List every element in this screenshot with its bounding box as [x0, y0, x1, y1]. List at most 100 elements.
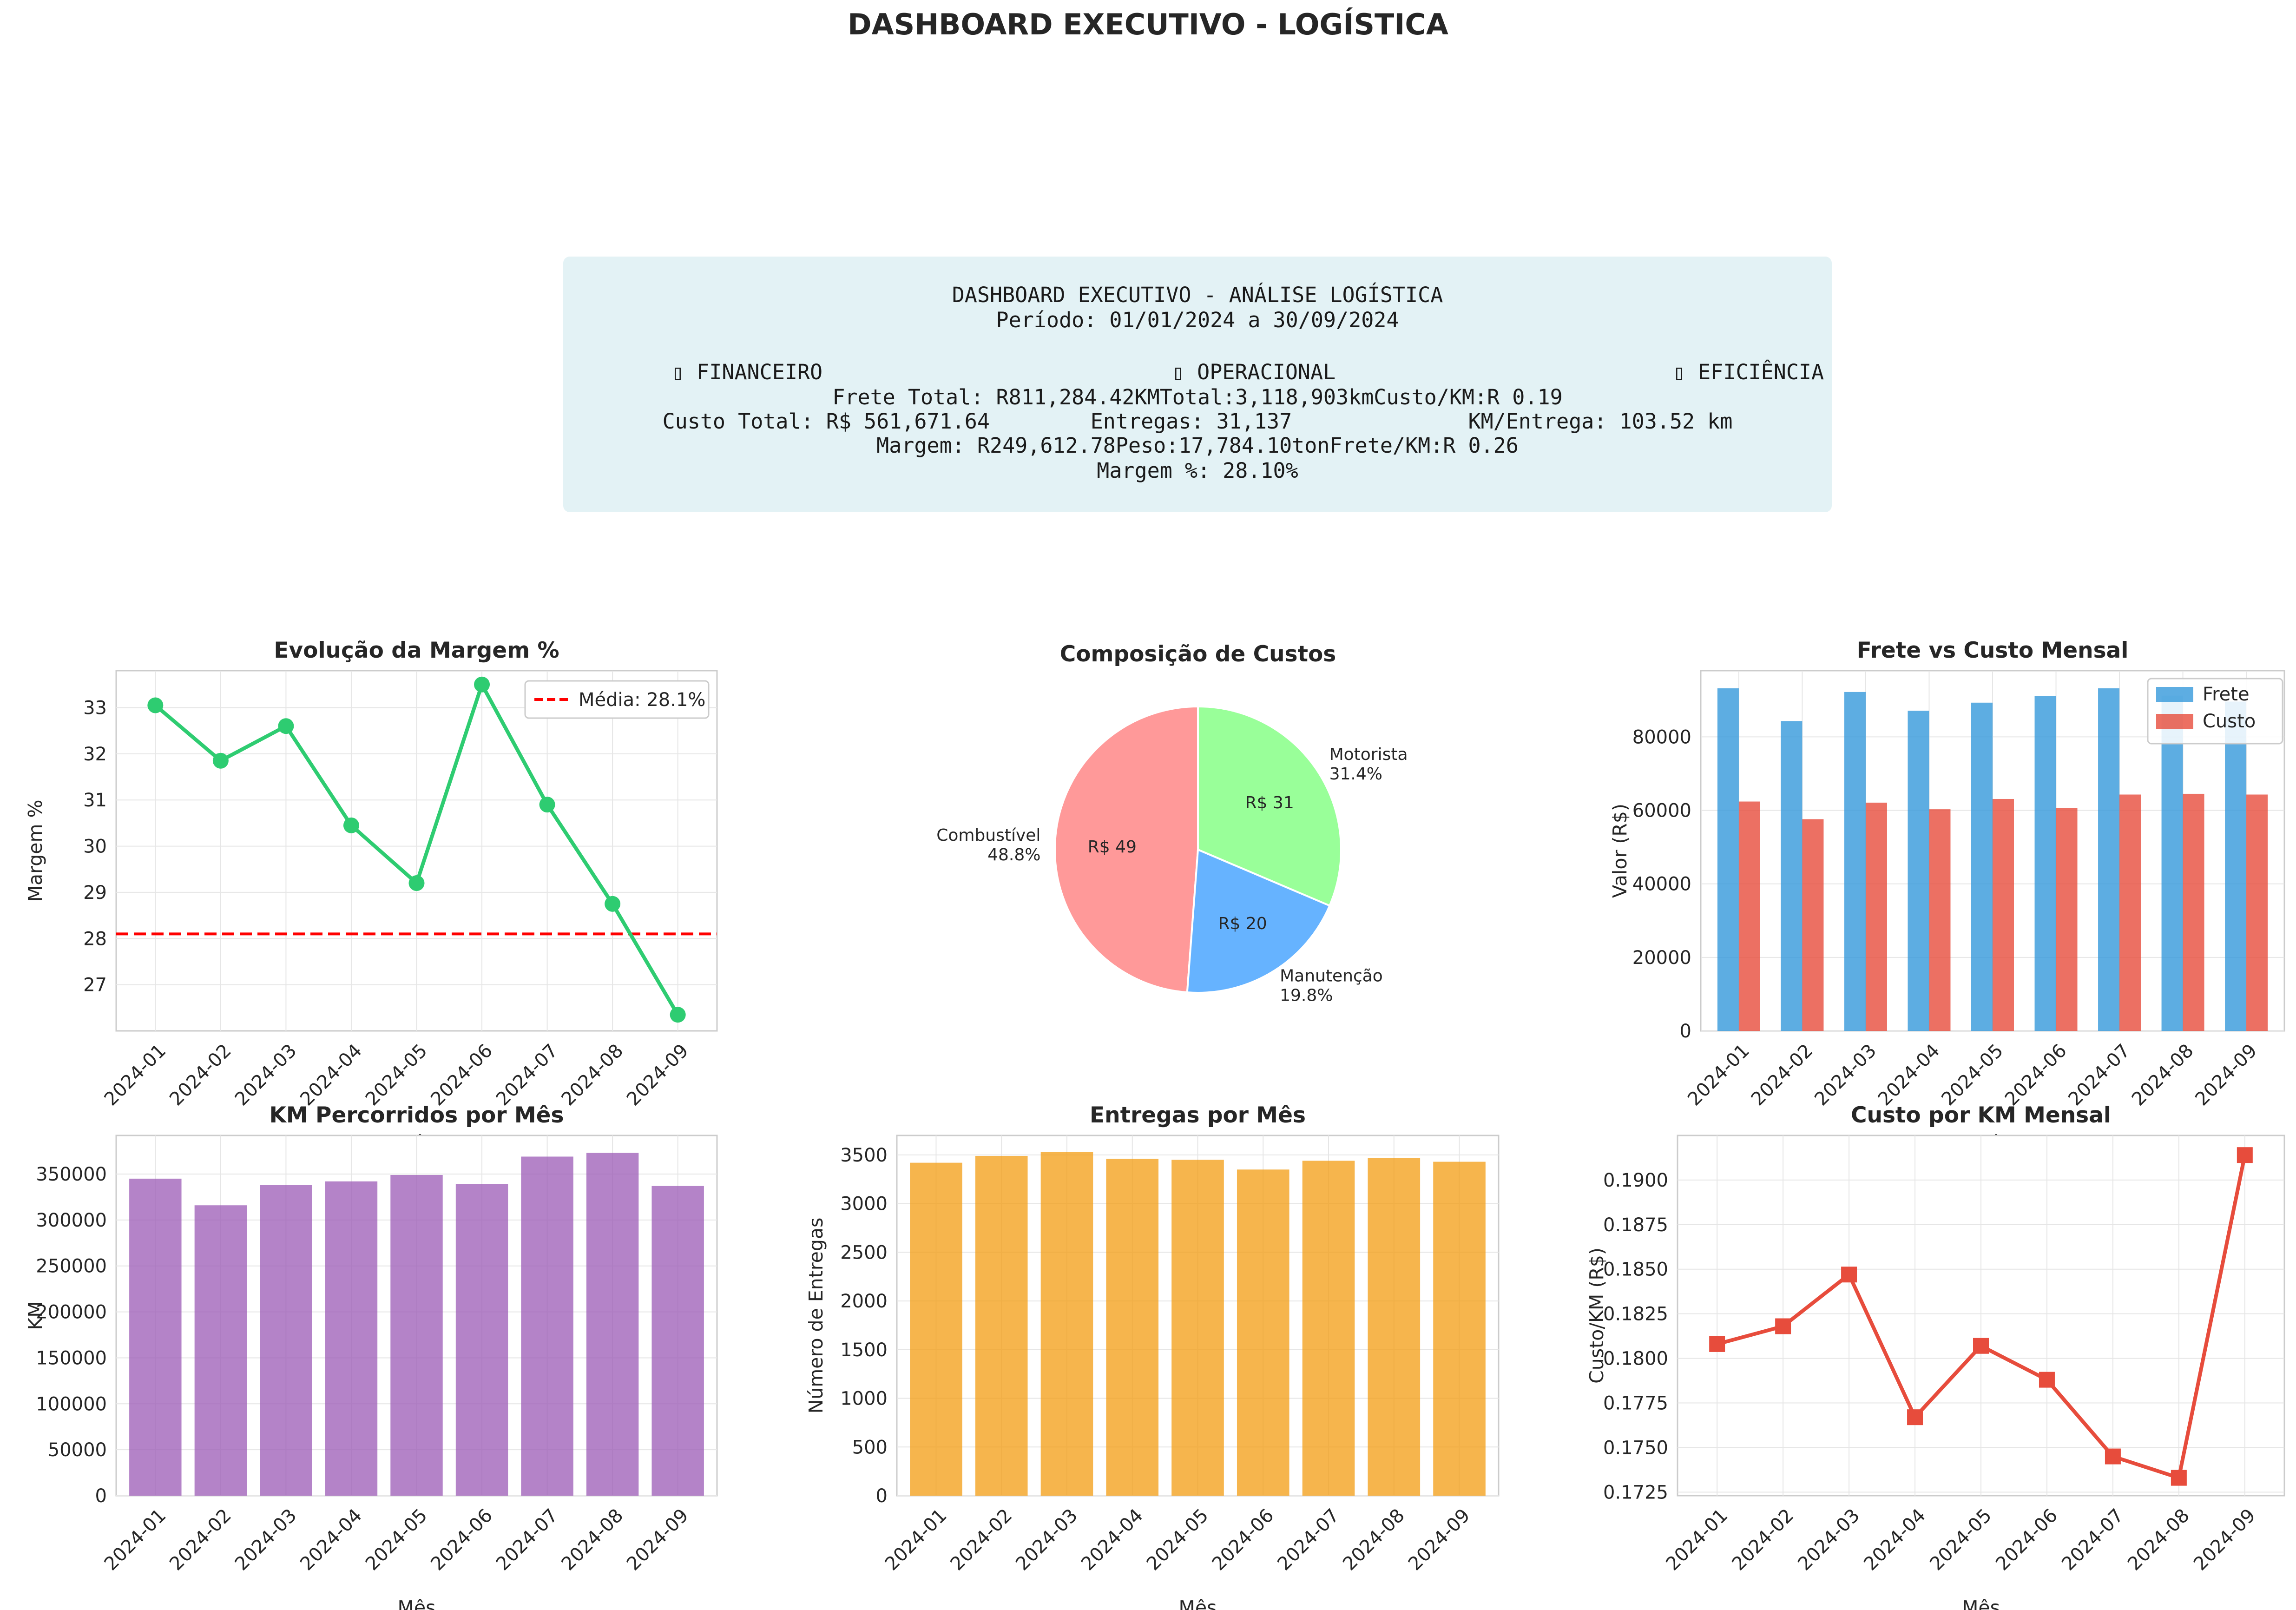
margin-legend-box: [524, 680, 710, 719]
margin-point-6: [539, 797, 555, 813]
x-tick-label-4-2: 2024-03: [1012, 1505, 1082, 1575]
chart-title-5: Custo por KM Mensal: [1851, 1102, 2111, 1128]
y-tick-label-5-0: 0.1725: [1603, 1482, 1668, 1503]
y-tick-label-2-2: 40000: [1632, 874, 1691, 895]
frete-bar-2: [1844, 692, 1866, 1031]
y-axis-label-2: Valor (R$): [1609, 804, 1631, 898]
y-tick-label-4-6: 3000: [840, 1194, 888, 1215]
summary-period: Período: 01/01/2024 a 30/09/2024: [996, 308, 1399, 332]
custo-bar-6: [2119, 794, 2141, 1031]
custo-bar-8: [2246, 794, 2268, 1031]
entregas-bar-5: [1237, 1169, 1289, 1496]
x-tick-label-0-8: 2024-09: [623, 1040, 693, 1110]
x-tick-label-0-0: 2024-01: [100, 1040, 171, 1110]
y-tick-label-5-1: 0.1750: [1603, 1437, 1668, 1458]
x-tick-label-4-3: 2024-04: [1077, 1505, 1147, 1575]
summary-col-financeiro: ▯ FINANCEIRO: [671, 360, 823, 384]
x-tick-label-4-0: 2024-01: [881, 1505, 951, 1575]
pie-label-1: Manutenção: [1280, 966, 1383, 985]
margin-point-8: [670, 1007, 686, 1023]
y-axis-label-5: Custo/KM (R$): [1585, 1247, 1608, 1384]
x-tick-label-5-8: 2024-09: [2190, 1505, 2260, 1575]
x-tick-label-2-6: 2024-07: [2064, 1040, 2134, 1110]
x-tick-label-5-0: 2024-01: [1662, 1505, 1732, 1575]
x-tick-label-4-6: 2024-07: [1273, 1505, 1343, 1575]
y-tick-label-3-5: 250000: [36, 1256, 107, 1277]
pie-pct-label-1: 19.8%: [1280, 986, 1333, 1005]
frete-bar-8: [2225, 701, 2247, 1031]
y-tick-label-2-4: 80000: [1632, 726, 1691, 748]
x-tick-label-3-4: 2024-05: [362, 1505, 432, 1575]
x-tick-label-2-2: 2024-03: [1810, 1040, 1881, 1110]
x-axis-label-3: Mês: [398, 1597, 436, 1610]
frete-bar-3: [1908, 711, 1929, 1031]
margin-point-4: [408, 875, 425, 891]
margin-point-1: [212, 752, 229, 769]
x-axis-label-5: Mês: [1962, 1597, 2000, 1610]
custo-bar-3: [1929, 809, 1951, 1031]
pie-pct-label-0: 48.8%: [987, 845, 1040, 864]
x-tick-label-4-7: 2024-08: [1339, 1505, 1409, 1575]
entregas-bar-7: [1368, 1158, 1421, 1496]
km-bar-7: [586, 1153, 639, 1496]
legend-swatch-frete: [2156, 687, 2193, 702]
chart-title-4: Entregas por Mês: [1090, 1102, 1306, 1128]
pie-slice-combustível: [1053, 705, 1199, 994]
pie-label-2: Motorista: [1329, 745, 1408, 764]
summary-line-custo: Custo Total: R$ 561,671.64 Entregas: 31,…: [662, 409, 1733, 434]
entregas-bar-3: [1106, 1159, 1159, 1496]
y-tick-label-5-6: 0.1875: [1603, 1214, 1668, 1236]
x-tick-label-0-1: 2024-02: [165, 1040, 236, 1110]
km-bar-5: [455, 1184, 508, 1496]
y-tick-label-3-4: 200000: [36, 1302, 107, 1323]
x-tick-label-2-0: 2024-01: [1684, 1040, 1754, 1110]
y-tick-label-4-7: 3500: [840, 1145, 888, 1166]
custo-km-point-3: [1907, 1409, 1923, 1425]
x-axis-label-4: Mês: [1179, 1597, 1217, 1610]
y-tick-label-4-4: 2000: [840, 1291, 888, 1312]
y-tick-label-4-2: 1000: [840, 1388, 888, 1410]
custo-km-point-8: [2237, 1147, 2253, 1163]
custo-km-point-6: [2105, 1448, 2121, 1465]
x-tick-label-0-5: 2024-06: [427, 1040, 497, 1110]
x-tick-label-3-5: 2024-06: [427, 1505, 497, 1575]
y-tick-label-3-1: 50000: [48, 1439, 107, 1461]
y-axis-label-3: KM: [24, 1301, 46, 1330]
margin-point-0: [147, 697, 164, 713]
x-tick-label-0-6: 2024-07: [492, 1040, 562, 1110]
y-tick-label-2-3: 60000: [1632, 800, 1691, 822]
summary-col-eficiencia: ▯ EFICIÊNCIA: [1673, 360, 1824, 384]
summary-line-margem-pct: Margem %: 28.10%: [1097, 458, 1298, 483]
pie-value-label-2: R$ 31: [1245, 793, 1294, 812]
y-axis-label-4: Número de Entregas: [805, 1218, 827, 1414]
pie-value-label-0: R$ 49: [1088, 838, 1137, 857]
y-tick-label-4-0: 0: [876, 1485, 888, 1507]
pie-label-0: Combustível: [936, 826, 1040, 845]
y-axis-label-0: Margem %: [24, 800, 46, 902]
margin-point-2: [278, 718, 294, 734]
legend-swatch-custo: [2156, 714, 2193, 729]
x-tick-label-5-4: 2024-05: [1926, 1505, 1996, 1575]
x-tick-label-3-2: 2024-03: [231, 1505, 301, 1575]
pie-pct-label-2: 31.4%: [1329, 765, 1382, 784]
x-tick-label-4-1: 2024-02: [947, 1505, 1017, 1575]
y-tick-label-0-6: 33: [83, 697, 107, 719]
x-tick-label-3-6: 2024-07: [492, 1505, 562, 1575]
x-tick-label-5-1: 2024-02: [1728, 1505, 1798, 1575]
km-bar-3: [325, 1181, 378, 1496]
x-tick-label-0-7: 2024-08: [557, 1040, 627, 1110]
custo-bar-4: [1993, 798, 2014, 1031]
frete-bar-1: [1781, 721, 1803, 1031]
y-tick-label-3-0: 0: [95, 1485, 107, 1507]
custo-bar-1: [1802, 819, 1824, 1031]
x-tick-label-5-5: 2024-06: [1992, 1505, 2062, 1575]
custo-km-point-1: [1775, 1318, 1791, 1334]
y-tick-label-4-1: 500: [852, 1437, 888, 1458]
x-tick-label-2-1: 2024-02: [1747, 1040, 1817, 1110]
custo-bar-5: [2056, 808, 2078, 1031]
frete-bar-6: [2098, 688, 2120, 1031]
dashboard-title: DASHBOARD EXECUTIVO - LOGÍSTICA: [848, 7, 1448, 41]
x-tick-label-5-7: 2024-08: [2124, 1505, 2194, 1575]
y-tick-label-5-3: 0.1800: [1603, 1348, 1668, 1370]
custo-km-point-7: [2171, 1470, 2187, 1486]
